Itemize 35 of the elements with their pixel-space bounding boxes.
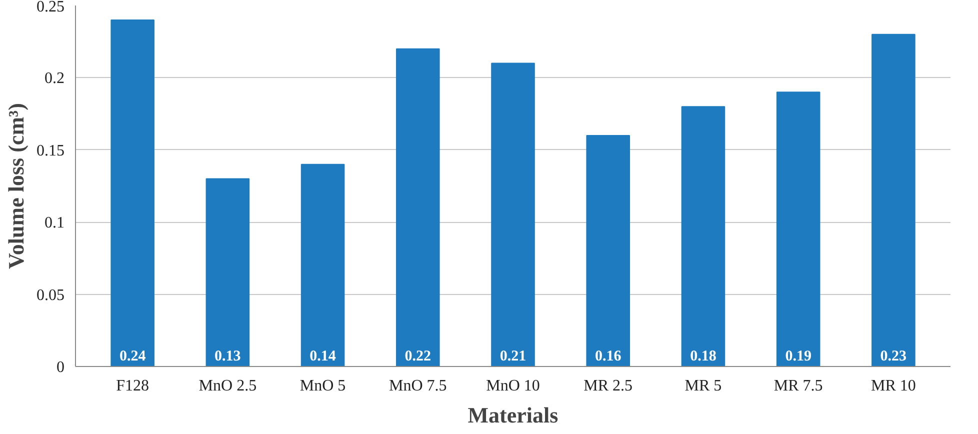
x-tick-label: MnO 2.5 <box>198 378 257 394</box>
x-tick-label: MR 5 <box>684 378 722 394</box>
x-tick-label: MnO 5 <box>300 378 346 394</box>
bar <box>396 48 440 366</box>
data-label: 0.23 <box>880 348 907 364</box>
data-label: 0.14 <box>310 348 336 364</box>
bar <box>586 134 630 366</box>
data-label: 0.21 <box>500 348 526 364</box>
y-tick-label: 0.2 <box>44 70 64 88</box>
data-label: 0.13 <box>214 348 241 364</box>
x-tick-label: MnO 10 <box>486 378 540 394</box>
y-tick-label: 0.05 <box>36 286 64 304</box>
data-label: 0.18 <box>690 348 716 364</box>
data-label: 0.24 <box>119 348 146 364</box>
bar <box>776 92 820 366</box>
data-label: 0.16 <box>594 348 622 364</box>
bar <box>300 164 345 366</box>
bar <box>110 19 154 366</box>
y-tick-label: 0.25 <box>36 0 64 16</box>
y-tick-label: 0 <box>56 359 64 376</box>
bar <box>206 178 250 366</box>
x-tick-label: F128 <box>116 378 150 394</box>
x-tick-label: MR 10 <box>870 378 916 394</box>
data-label: 0.19 <box>785 348 812 364</box>
x-tick-label: MR 7.5 <box>774 378 823 394</box>
y-tick-label: 0.15 <box>36 142 64 160</box>
y-axis-title: Volume loss (cm³) <box>4 103 28 269</box>
bar <box>681 106 726 366</box>
bar <box>491 62 535 366</box>
bar <box>872 34 916 366</box>
data-label: 0.22 <box>404 348 432 364</box>
y-tick-label: 0.1 <box>44 214 64 232</box>
x-tick-label: MR 2.5 <box>584 378 633 394</box>
x-tick-label: MnO 7.5 <box>389 378 447 394</box>
x-axis-title: Materials <box>468 402 559 428</box>
